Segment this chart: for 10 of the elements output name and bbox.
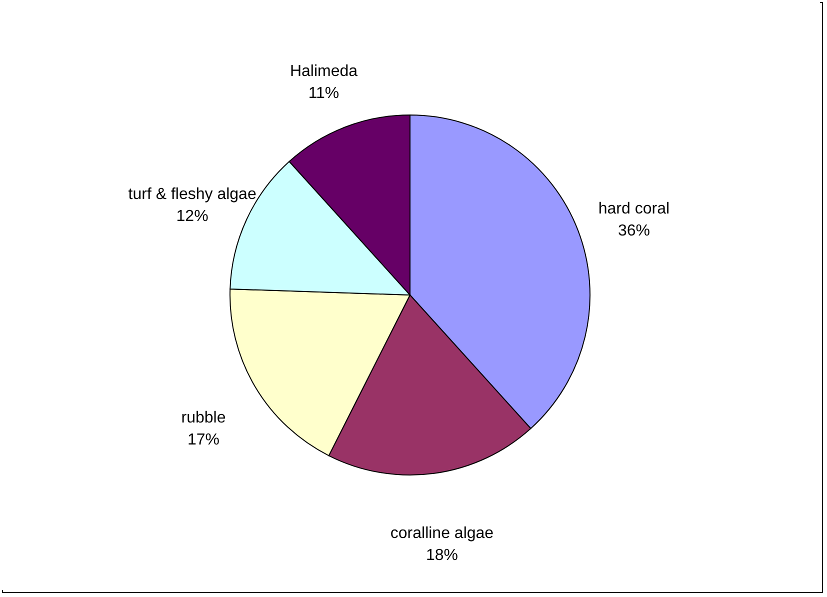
data-label: 36%	[618, 222, 650, 240]
slice-label: rubble	[181, 409, 226, 426]
slice-label: coralline algae	[390, 524, 494, 542]
data-label: 11%	[308, 85, 340, 102]
slice-label: turf & fleshy algae	[128, 186, 256, 203]
slice-label: hard coral	[598, 200, 670, 218]
data-label: 17%	[187, 431, 220, 448]
data-label: 18%	[426, 546, 458, 564]
data-label: 12%	[176, 208, 208, 225]
slice-label: Halimeda	[290, 63, 358, 80]
